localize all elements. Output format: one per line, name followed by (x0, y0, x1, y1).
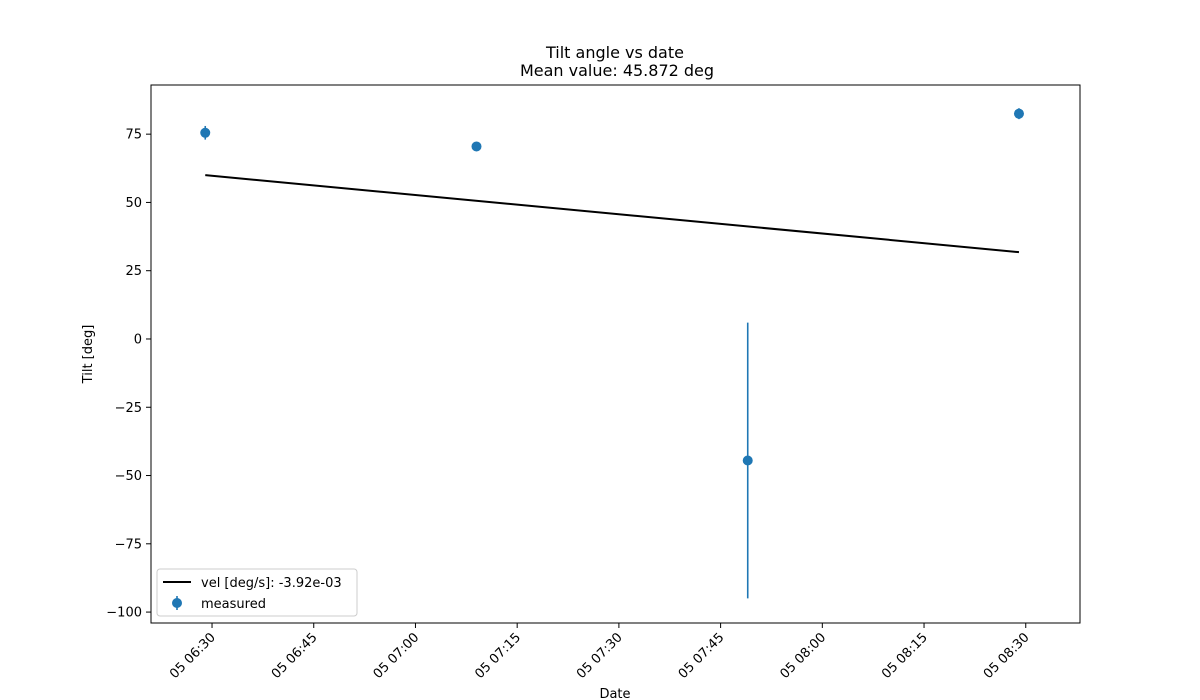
plot-frame (150, 84, 1081, 624)
x-tick-label-4: 05 07:30 (574, 630, 626, 682)
data-point-3 (1013, 108, 1024, 119)
y-axis-label: Tilt [deg] (81, 325, 96, 385)
legend-box (156, 568, 358, 617)
y-tick-label-1: 50 (125, 196, 142, 211)
y-tick-label-4: −25 (115, 401, 142, 416)
data-point-1 (471, 141, 482, 152)
legend-marker-swatch (172, 598, 182, 608)
y-tick-label-6: −75 (115, 537, 142, 552)
x-tick-label-1: 05 06:45 (269, 630, 321, 682)
legend-measured-label: measured (201, 597, 266, 612)
x-tick-label-5: 05 07:45 (676, 630, 728, 682)
chart-subtitle: Mean value: 45.872 deg (520, 61, 714, 80)
y-tick-label-5: −50 (115, 469, 142, 484)
y-tick-label-7: −100 (106, 606, 142, 621)
y-tick-label-0: 75 (125, 128, 142, 143)
legend-fit-label: vel [deg/s]: -3.92e-03 (201, 576, 342, 591)
x-tick-label-0: 05 06:30 (167, 630, 219, 682)
x-tick-label-7: 05 08:15 (879, 630, 931, 682)
chart-title: Tilt angle vs date (545, 43, 684, 62)
data-point-0 (200, 127, 211, 138)
y-axis: 75 50 25 0 −25 −50 −75 −100 (106, 128, 151, 621)
fit-line (205, 174, 1020, 254)
x-tick-label-2: 05 07:00 (371, 630, 423, 682)
plot-area (200, 108, 1024, 599)
x-tick-label-6: 05 08:00 (777, 630, 829, 682)
y-tick-label-2: 25 (125, 264, 142, 279)
legend: vel [deg/s]: -3.92e-03 measured (156, 568, 358, 617)
x-tick-label-3: 05 07:15 (472, 630, 524, 682)
data-point-2 (742, 455, 753, 466)
x-axis-label: Date (599, 687, 630, 700)
y-tick-label-3: 0 (134, 332, 142, 347)
x-tick-label-8: 05 08:30 (981, 630, 1033, 682)
x-axis: 05 06:30 05 06:45 05 07:00 05 07:15 05 07:30… (167, 623, 1033, 682)
